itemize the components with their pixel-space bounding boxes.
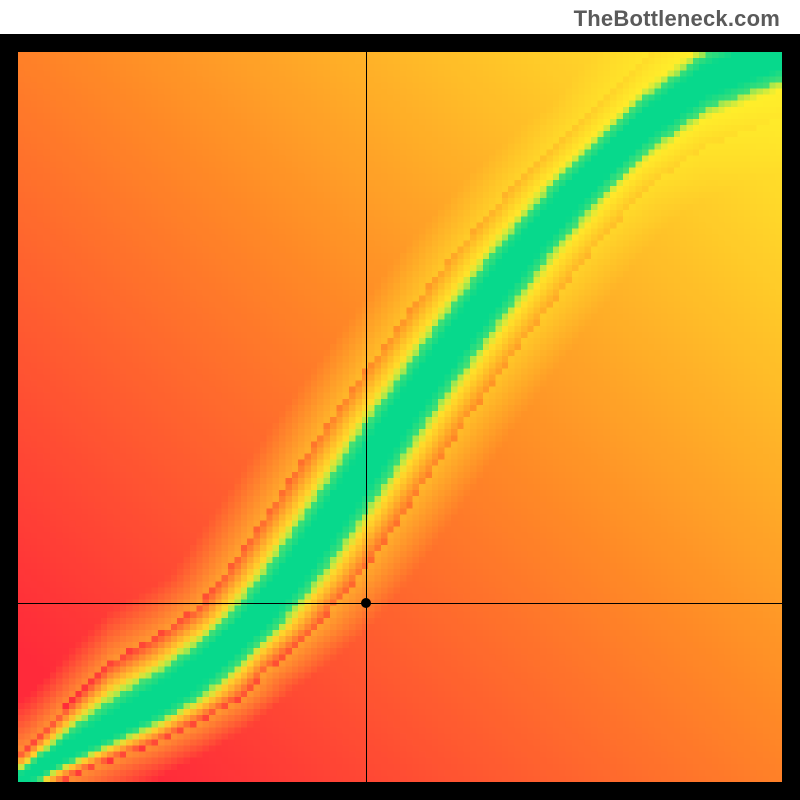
root: TheBottleneck.com — [0, 0, 800, 800]
attribution-text: TheBottleneck.com — [574, 6, 780, 32]
crosshair-horizontal — [18, 603, 782, 604]
heatmap-canvas — [18, 52, 782, 782]
crosshair-marker — [361, 598, 371, 608]
chart-plot — [18, 52, 782, 782]
crosshair-vertical — [366, 52, 367, 782]
chart-frame — [0, 34, 800, 800]
